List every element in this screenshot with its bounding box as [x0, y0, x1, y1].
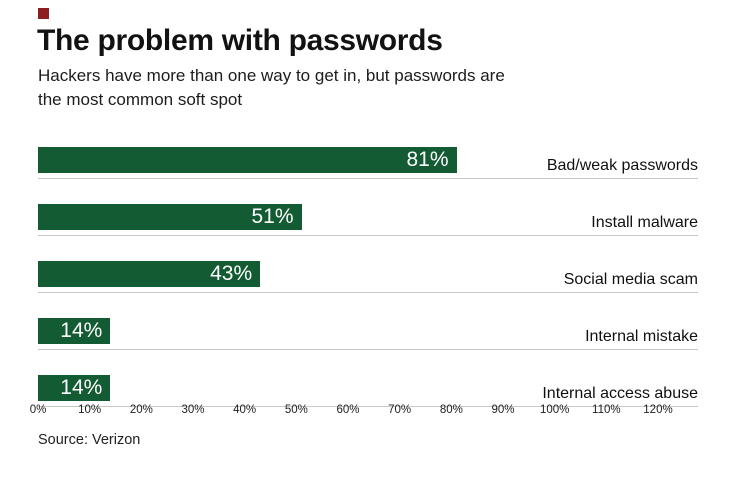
bar-value-label: 81% [406, 148, 449, 171]
row-baseline [38, 349, 698, 350]
x-axis-tick-label: 40% [233, 404, 257, 416]
x-axis-tick-label: 90% [491, 404, 515, 416]
category-label: Internal mistake [585, 328, 698, 345]
bar-row: 51% Install malware [38, 204, 698, 244]
bar-chart: 81% Bad/weak passwords 51% Install malwa… [38, 147, 698, 437]
brand-square-icon [38, 8, 49, 19]
chart-title: The problem with passwords [37, 24, 443, 57]
bar-row: 43% Social media scam [38, 261, 698, 301]
row-baseline [38, 406, 698, 407]
row-baseline [38, 235, 698, 236]
x-axis-tick-label: 0% [29, 404, 47, 416]
bar-bad-weak-passwords: 81% [38, 147, 457, 173]
x-axis-tick-label: 30% [181, 404, 205, 416]
row-baseline [38, 292, 698, 293]
bar-install-malware: 51% [38, 204, 302, 230]
x-axis-tick-label: 10% [78, 404, 102, 416]
chart-subtitle: Hackers have more than one way to get in… [38, 64, 505, 112]
chart-subtitle-line2: the most common soft spot [38, 90, 243, 109]
bar-value-label: 43% [210, 262, 253, 285]
bar-internal-mistake: 14% [38, 318, 111, 344]
bar-social-media-scam: 43% [38, 261, 261, 287]
bar-internal-access-abuse: 14% [38, 375, 111, 401]
category-label: Bad/weak passwords [546, 157, 698, 174]
x-axis-tick-label: 100% [539, 404, 570, 416]
x-axis-tick-label: 80% [439, 404, 463, 416]
x-axis-tick-label: 70% [388, 404, 412, 416]
bar-value-label: 51% [251, 205, 294, 228]
chart-subtitle-line1: Hackers have more than one way to get in… [38, 66, 505, 85]
bar-row: 14% Internal access abuse [38, 375, 698, 415]
bar-value-label: 14% [60, 319, 103, 342]
source-note: Source: Verizon [38, 432, 141, 448]
x-axis-tick-label: 60% [336, 404, 360, 416]
bar-value-label: 14% [60, 376, 103, 399]
x-axis-tick-label: 110% [592, 404, 621, 416]
x-axis-tick-label: 120% [643, 404, 673, 416]
category-label: Social media scam [563, 271, 698, 288]
category-label: Install malware [591, 214, 698, 231]
x-axis-tick-label: 20% [129, 404, 153, 416]
x-axis-tick-label: 50% [284, 404, 308, 416]
bar-row: 14% Internal mistake [38, 318, 698, 358]
bar-row: 81% Bad/weak passwords [38, 147, 698, 187]
category-label: Internal access abuse [542, 385, 698, 402]
row-baseline [38, 178, 698, 179]
x-axis: 0% 10% 20% 30% 40% 50% 60% 70% 80% 90% 100% 110% 120… [30, 404, 698, 420]
